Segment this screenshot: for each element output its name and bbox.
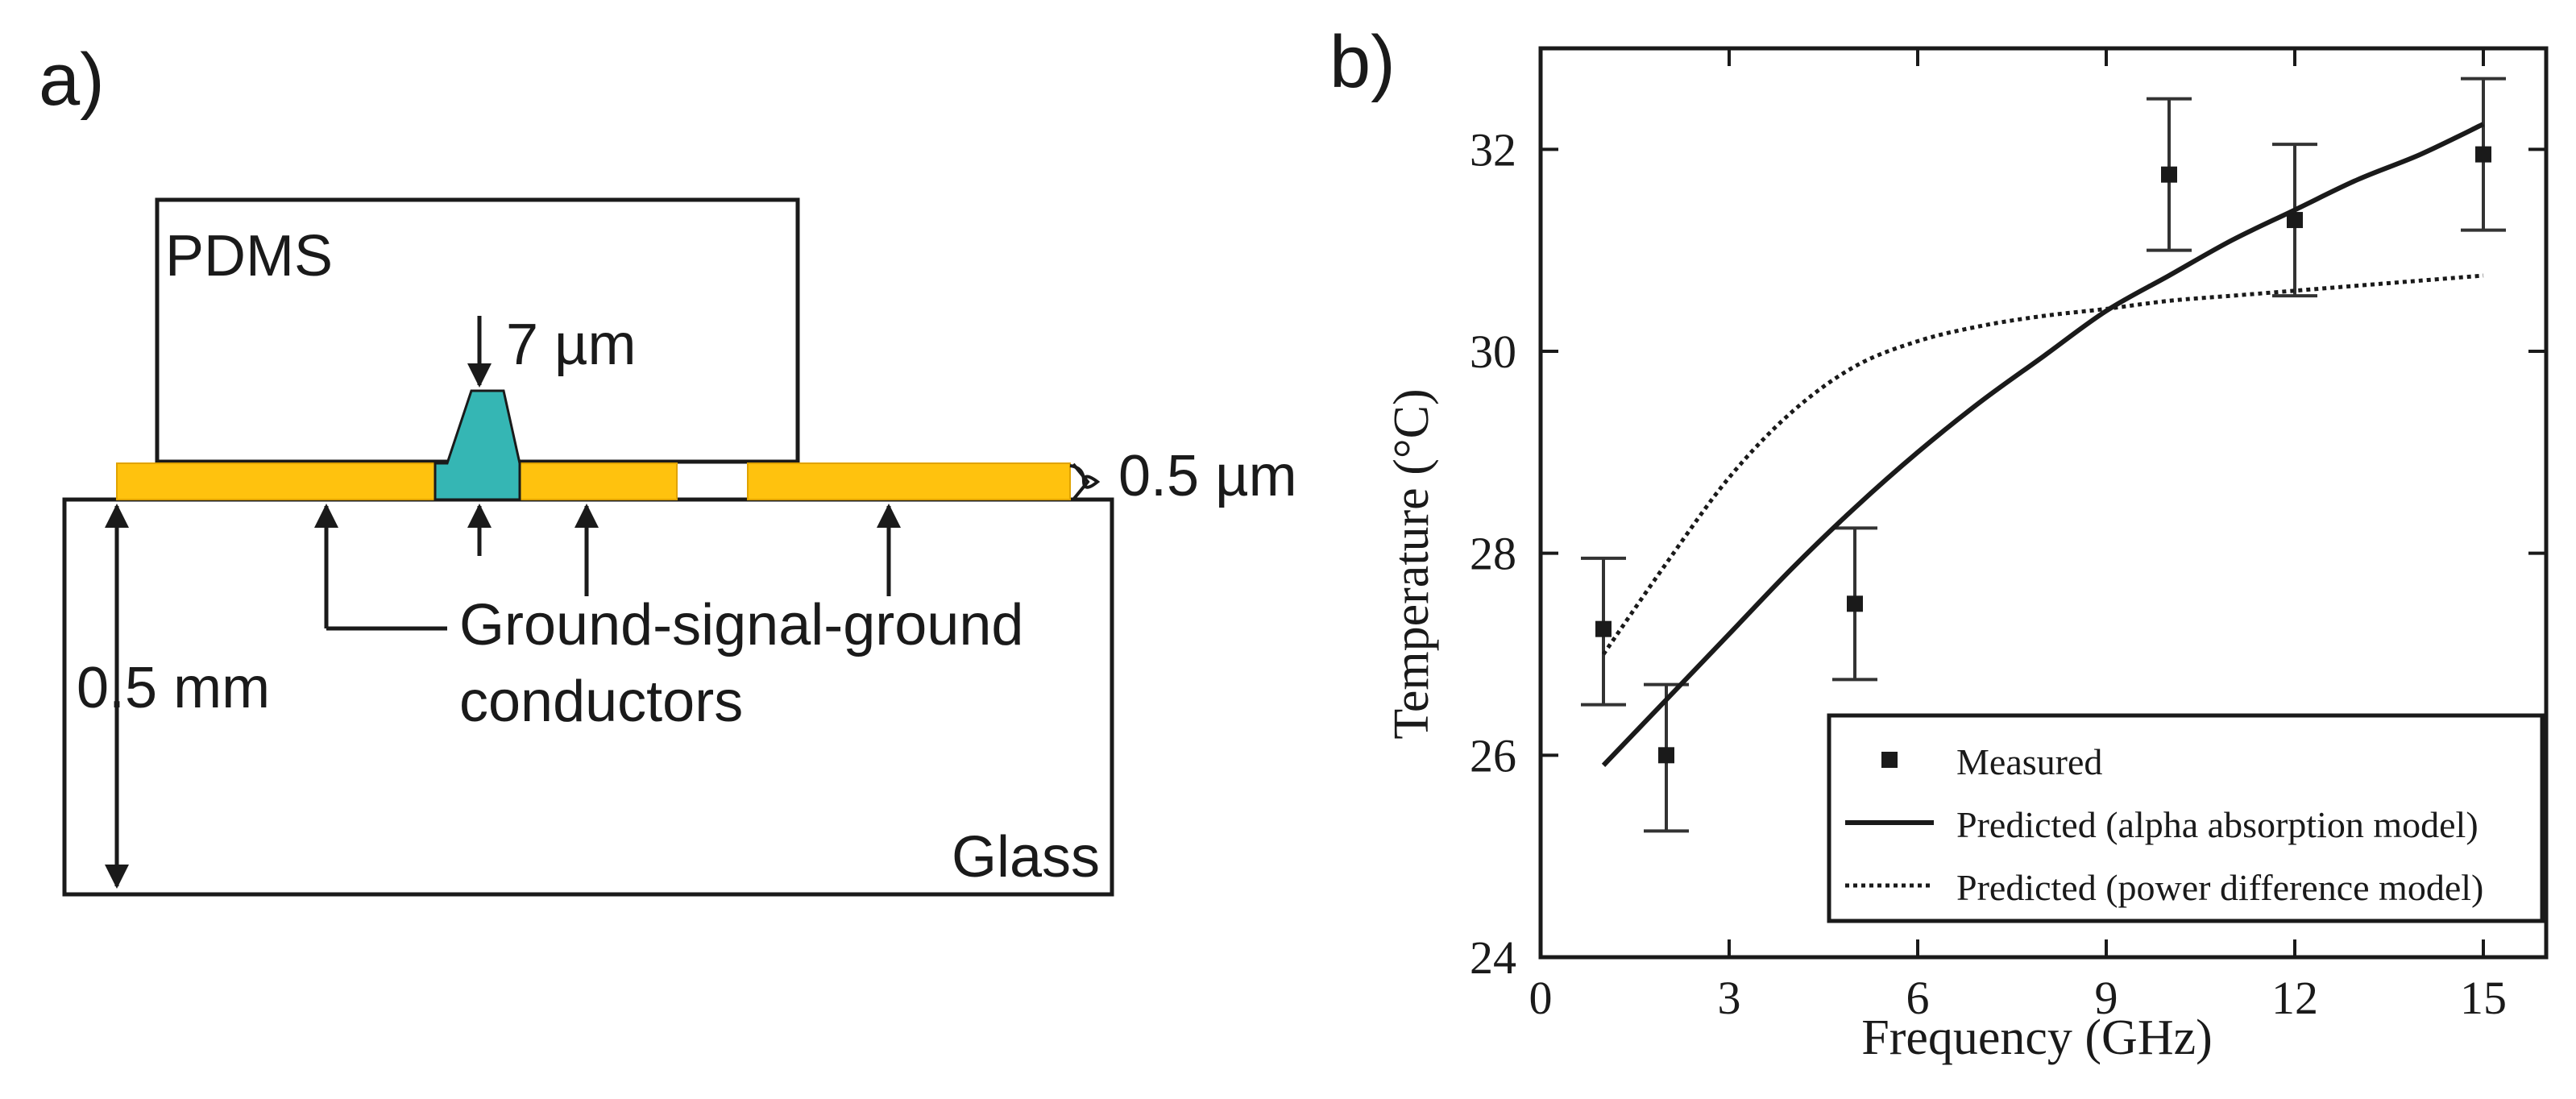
x-tick-label: 0: [1529, 972, 1553, 1024]
x-tick-label: 9: [2095, 972, 2118, 1024]
conductors-label-line1: Ground-signal-ground: [459, 593, 1023, 657]
legend-entry: Predicted (alpha absorption model): [1956, 804, 2479, 845]
measured-point: [2161, 166, 2177, 183]
x-tick-label: 3: [1718, 972, 1741, 1024]
thickness-label: 7 µm: [506, 313, 637, 377]
legend-box: [1827, 713, 2545, 923]
x-tick-label: 15: [2460, 972, 2507, 1024]
teal-feature: [433, 389, 521, 501]
measured-point: [1658, 747, 1674, 764]
panel-b-label: b): [1329, 21, 1396, 103]
measured-point: [2475, 146, 2491, 163]
x-tick-label: 12: [2271, 972, 2318, 1024]
glass-label: Glass: [952, 825, 1100, 890]
legend-entry: Predicted (power difference model): [1956, 867, 2483, 908]
chart-plot-area: 0 3 6 9 12 15 24 26 28 30 32 Measured Predicted (alp…: [1470, 46, 2549, 1024]
power-difference-model-line: [1601, 273, 2484, 656]
ground-conductor-left: [116, 462, 436, 500]
brace-mark: [1072, 462, 1090, 501]
measured-point: [1847, 595, 1863, 612]
x-axis-title: Frequency (GHz): [1861, 1010, 2213, 1065]
alpha-model-line: [1601, 122, 2485, 767]
y-tick-label: 26: [1470, 729, 1516, 782]
ground-conductor-right: [747, 462, 1071, 500]
pdms-label: PDMS: [165, 224, 333, 288]
conductor-thickness-label: 0.5 µm: [1118, 444, 1297, 508]
y-tick-label: 24: [1470, 931, 1516, 984]
panel-a-label: a): [39, 39, 105, 121]
measured-point: [1595, 620, 1612, 637]
plot-frame: [1538, 46, 2549, 960]
y-tick-label: 30: [1470, 326, 1516, 378]
legend-marker-measured: [1881, 752, 1898, 768]
substrate-thickness-label: 0.5 mm: [77, 656, 270, 720]
y-tick-label: 32: [1470, 123, 1516, 176]
measured-point: [2287, 212, 2303, 229]
panel-a-schematic: a) Glass PDMS 7 µm 0.5 µm 0.5 mm Ground-…: [39, 39, 1297, 897]
conductors-label-line2: conductors: [459, 670, 743, 734]
y-tick-label: 28: [1470, 528, 1516, 580]
legend-entry: Measured: [1956, 741, 2102, 782]
y-axis-title: Temperature (°C): [1384, 388, 1439, 739]
x-tick-label: 6: [1906, 972, 1930, 1024]
panel-b-chart: b) Temperature (°C) Frequency (GHz) 0 3 6 9…: [1329, 21, 2549, 1065]
